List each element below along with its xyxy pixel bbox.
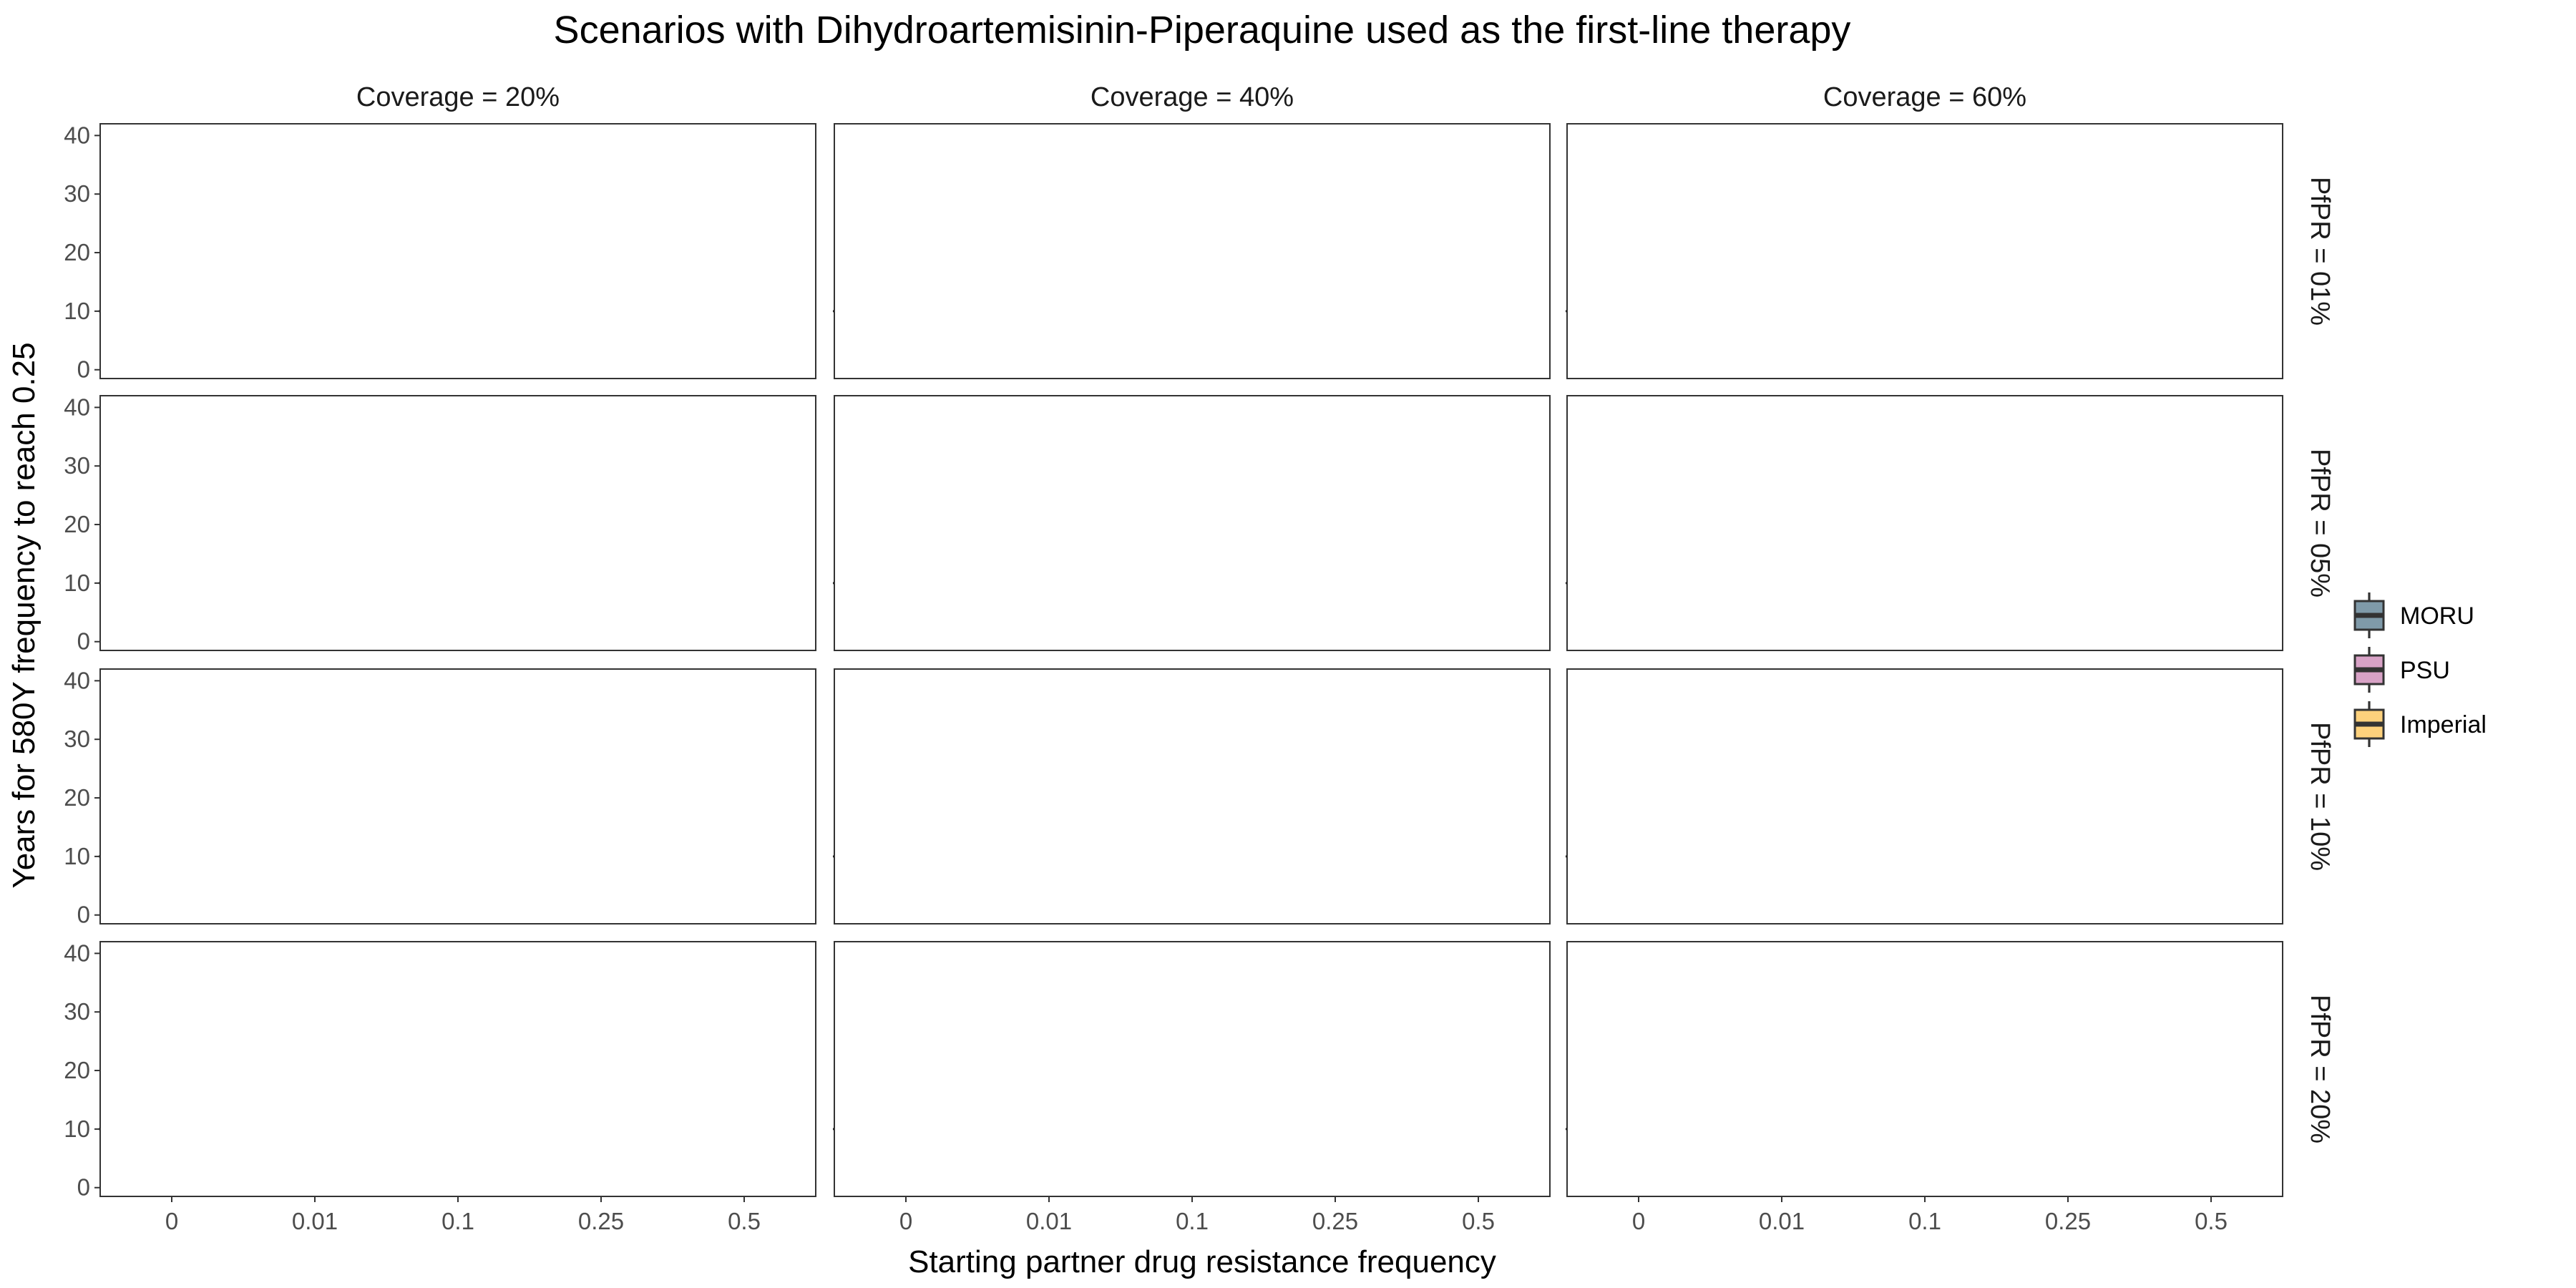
x-tick-label: 0.5 [1462,1208,1495,1234]
panel-border [1566,668,2283,924]
legend-item: MORU [2353,592,2474,638]
x-axis-title: Starting partner drug resistance frequen… [908,1244,1496,1279]
y-tick-label: 40 [64,940,90,966]
x-tick-label: 0.1 [1176,1208,1209,1234]
facet-panel [833,395,1551,651]
x-tick-label: 0 [899,1208,912,1234]
panel-border [834,941,1551,1197]
panel-border [834,395,1551,651]
facet-panel: 0 10 20 30 40 [64,122,817,383]
y-tick-label: 30 [64,998,90,1025]
row-strip-label: PfPR = 01% [2305,177,2335,326]
x-tick-label: 0 [1632,1208,1645,1234]
y-tick-label: 30 [64,726,90,752]
y-tick-label: 10 [64,843,90,869]
legend-label: MORU [2400,602,2474,630]
legend-label: PSU [2400,657,2450,684]
x-tick-label: 0.5 [728,1208,761,1234]
y-tick-label: 20 [64,784,90,811]
facet-panel [1566,395,2284,651]
y-tick-label: 40 [64,667,90,693]
x-tick-label: 0.1 [1908,1208,1941,1234]
legend-item: PSU [2353,647,2450,693]
facet-panel: 0 10 20 30 40 0 0.01 0.1 0.25 0.5 [64,940,817,1234]
facet-panel: 0 0.01 0.1 0.25 0.5 [1566,941,2284,1234]
y-tick-label: 10 [64,1116,90,1142]
y-tick-label: 0 [77,356,90,383]
column-strip-label: Coverage = 20% [356,82,560,112]
y-tick-label: 20 [64,511,90,537]
x-tick-label: 0.01 [1026,1208,1072,1234]
x-tick-label: 0.5 [2195,1208,2228,1234]
facet-panel: 0 10 20 30 40 [64,667,817,928]
facet-panel: 0 10 20 30 40 [64,394,817,655]
y-tick-label: 0 [77,902,90,928]
legend: MORU PSU Imperial [2353,592,2487,747]
facet-panel: 0 0.01 0.1 0.25 0.5 [833,941,1551,1234]
panel-border [99,941,816,1197]
x-tick-label: 0.01 [1759,1208,1805,1234]
facet-panels: Coverage = 20% Coverage = 40% Coverage = 6… [64,82,2335,1234]
row-strip-label: PfPR = 20% [2305,995,2335,1143]
y-tick-label: 30 [64,180,90,207]
panel-border [1566,123,2283,379]
y-tick-label: 20 [64,239,90,265]
facet-panel [833,668,1551,924]
y-tick-label: 0 [77,628,90,655]
facet-panel [1566,123,2284,379]
column-strip-label: Coverage = 60% [1823,82,2026,112]
panel-border [1566,941,2283,1197]
panel-border [834,123,1551,379]
column-strip-label: Coverage = 40% [1091,82,1294,112]
x-tick-label: 0.25 [578,1208,624,1234]
facet-panel [833,123,1551,379]
panel-border [99,668,816,924]
panel-border [99,395,816,651]
y-tick-label: 40 [64,122,90,148]
x-tick-label: 0.25 [2045,1208,2091,1234]
legend-label: Imperial [2400,711,2487,738]
panel-border [1566,395,2283,651]
x-tick-label: 0.1 [441,1208,474,1234]
y-tick-label: 10 [64,570,90,596]
legend-item: Imperial [2353,701,2487,747]
x-tick-label: 0.25 [1312,1208,1358,1234]
y-axis-title: Years for 580Y frequency to reach 0.25 [6,342,42,888]
x-tick-label: 0.01 [292,1208,338,1234]
row-strip-label: PfPR = 05% [2305,449,2335,597]
y-tick-label: 10 [64,298,90,324]
facet-panel [1566,668,2284,924]
x-tick-label: 0 [165,1208,178,1234]
y-tick-label: 40 [64,394,90,420]
panel-border [99,123,816,379]
panel-border [834,668,1551,924]
y-tick-label: 30 [64,452,90,479]
y-tick-label: 0 [77,1174,90,1201]
y-tick-label: 20 [64,1057,90,1083]
chart-title: Scenarios with Dihydroartemisinin-Pipera… [554,9,1851,52]
row-strip-label: PfPR = 10% [2305,722,2335,871]
